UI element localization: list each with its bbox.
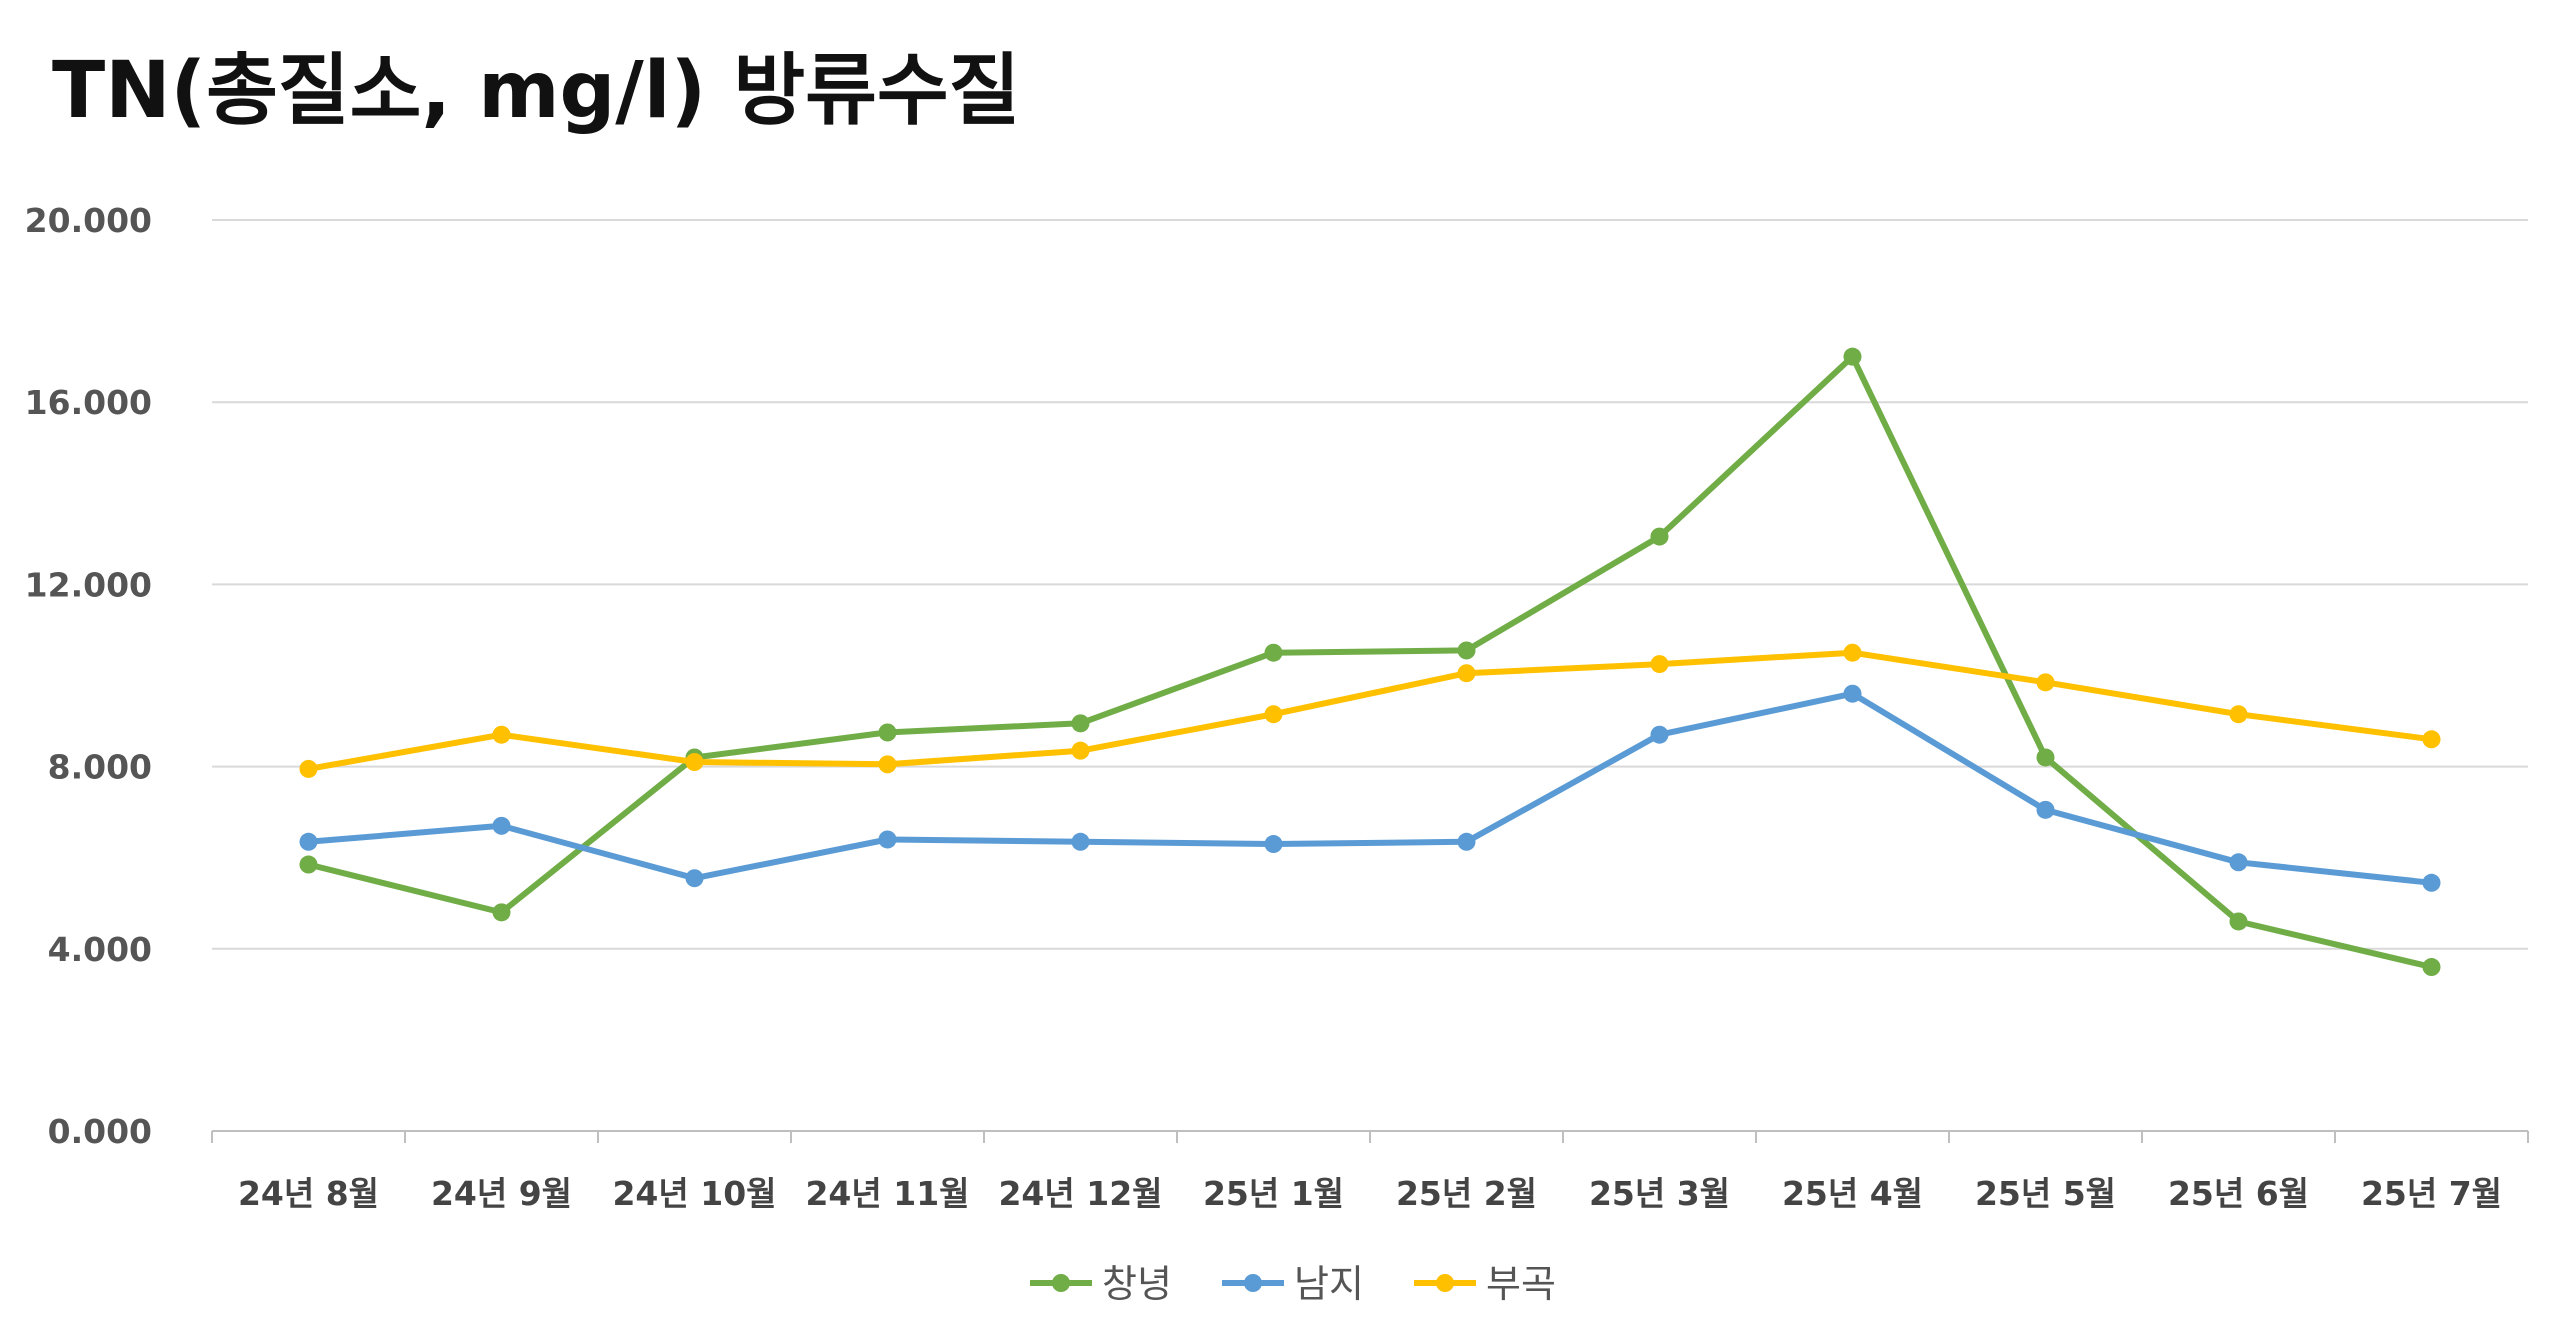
data-point: [492, 816, 511, 835]
data-point: [1457, 664, 1476, 683]
data-point: [1650, 527, 1669, 546]
x-tick-label: 25년 3월: [1589, 1174, 1730, 1213]
x-tick-label: 24년 8월: [238, 1174, 379, 1213]
data-point: [2036, 800, 2055, 819]
data-point: [1457, 641, 1476, 660]
x-axis: [211, 1130, 2529, 1143]
data-point: [492, 725, 511, 744]
data-point: [1843, 347, 1862, 366]
data-point: [2229, 912, 2248, 931]
data-point: [1264, 643, 1283, 662]
data-point: [2229, 853, 2248, 872]
data-point: [2422, 873, 2441, 892]
series-1: [299, 684, 2441, 892]
y-tick-label: 0.000: [48, 1112, 152, 1151]
x-tick-label: 24년 12월: [998, 1174, 1162, 1213]
data-point: [1650, 725, 1669, 744]
data-point: [1071, 832, 1090, 851]
data-point: [1264, 705, 1283, 724]
data-point: [2422, 730, 2441, 749]
legend-item: 남지: [1222, 1262, 1364, 1306]
y-tick-label: 16.000: [25, 383, 152, 422]
legend-label: 창녕: [1102, 1262, 1172, 1306]
legend-item: 부곡: [1414, 1262, 1556, 1306]
data-point: [299, 832, 318, 851]
data-point: [1264, 835, 1283, 854]
legend-label: 남지: [1294, 1262, 1364, 1306]
series-line: [305, 690, 2435, 886]
series-line: [305, 649, 2435, 772]
x-tick-label: 25년 1월: [1203, 1174, 1344, 1213]
legend-swatch-marker: [1244, 1274, 1262, 1292]
series-line: [305, 353, 2435, 970]
data-point: [685, 753, 704, 772]
legend-label: 부곡: [1486, 1262, 1556, 1306]
x-tick-label: 25년 2월: [1396, 1174, 1537, 1213]
grid-lines: [212, 219, 2528, 950]
y-tick-label: 8.000: [48, 748, 152, 787]
legend-item: 창녕: [1030, 1262, 1172, 1306]
data-point: [2422, 958, 2441, 977]
data-point: [685, 869, 704, 888]
data-point: [2036, 673, 2055, 692]
data-point: [1843, 643, 1862, 662]
x-tick-label: 24년 10월: [612, 1174, 776, 1213]
series-0: [299, 347, 2441, 977]
data-point: [1457, 832, 1476, 851]
data-point: [1071, 714, 1090, 733]
data-point: [1071, 741, 1090, 760]
y-tick-label: 12.000: [25, 565, 152, 604]
x-tick-label: 25년 6월: [2168, 1174, 2309, 1213]
x-tick-label: 25년 5월: [1975, 1174, 2116, 1213]
y-tick-label: 4.000: [48, 930, 152, 969]
data-point: [878, 723, 897, 742]
y-tick-labels: 0.000 4.000 8.000 12.000 16.000 20.000: [25, 201, 152, 1151]
data-point: [1650, 655, 1669, 674]
y-tick-label: 20.000: [25, 201, 152, 240]
x-tick-label: 24년 11월: [805, 1174, 969, 1213]
x-tick-label: 25년 7월: [2361, 1174, 2502, 1213]
data-point: [2229, 705, 2248, 724]
series-lines: [299, 347, 2441, 977]
data-point: [492, 903, 511, 922]
data-point: [299, 759, 318, 778]
data-point: [299, 855, 318, 874]
data-point: [2036, 748, 2055, 767]
chart-title: TN(총질소, mg/l) 방류수질: [52, 46, 1021, 136]
data-point: [878, 830, 897, 849]
legend-swatch-marker: [1052, 1274, 1070, 1292]
legend-swatch-marker: [1436, 1274, 1454, 1292]
series-2: [299, 643, 2441, 778]
data-point: [878, 755, 897, 774]
x-tick-labels: 24년 8월 24년 9월 24년 10월 24년 11월 24년 12월 25년 1월 2…: [238, 1174, 2502, 1213]
legend: 창녕 남지 부곡: [1030, 1262, 1556, 1306]
x-tick-label: 25년 4월: [1782, 1174, 1923, 1213]
x-tick-label: 24년 9월: [431, 1174, 572, 1213]
data-point: [1843, 684, 1862, 703]
